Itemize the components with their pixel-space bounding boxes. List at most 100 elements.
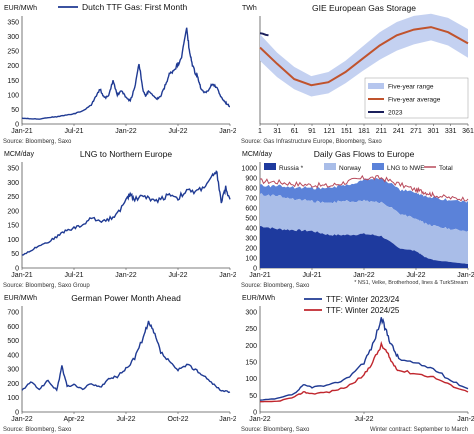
source-note: Source: Gas Infrastructure Europe, Bloom… xyxy=(241,139,382,145)
series-line xyxy=(21,27,230,120)
y-tick-label: 600 xyxy=(7,324,19,331)
legend-label: Norway xyxy=(339,165,362,172)
lng-chart: MCM/day LNG to Northern Europe 0 50 100 150 20… xyxy=(0,146,236,290)
x-tick-label: 211 xyxy=(376,128,387,135)
unit-label: MCM/day xyxy=(4,151,34,158)
y-tick-label: 50 xyxy=(11,251,19,258)
x-tick-label: 301 xyxy=(427,128,439,135)
y-tick-label: 150 xyxy=(7,223,19,230)
unit-label: EUR/MWh xyxy=(4,5,37,12)
x-tick-label: Oct-22 xyxy=(167,416,188,423)
unit-label: EUR/MWh xyxy=(4,295,37,302)
y-tick-label: 200 xyxy=(245,343,257,350)
y-tick-label: 500 xyxy=(7,338,19,345)
y-tick-label: 800 xyxy=(245,186,257,193)
y-tick-label: 350 xyxy=(7,20,19,27)
y-tick-label: 0 xyxy=(15,410,19,417)
series-line xyxy=(21,170,231,256)
x-tick-label: Jan-23 xyxy=(219,416,236,423)
ttf-gas-chart: EUR/MWh 0 50 100 150 200 250 300 350 Jan-21 Jul-21… xyxy=(0,0,236,146)
y-tick-label: 300 xyxy=(245,310,257,317)
source-note: Source: Bloomberg, Saxo xyxy=(241,283,310,289)
chart-title: GIE European Gas Storage xyxy=(312,3,416,13)
source-note: Source: Bloomberg, Saxo xyxy=(241,427,310,433)
legend-swatch xyxy=(264,163,276,170)
y-tick-label: 100 xyxy=(7,395,19,402)
y-tick-label: 350 xyxy=(7,166,19,173)
unit-label: EUR/MWh xyxy=(242,295,275,302)
y-tick-label: 200 xyxy=(245,246,257,253)
y-tick-label: 100 xyxy=(7,237,19,244)
y-tick-label: 200 xyxy=(7,381,19,388)
series-2023-line xyxy=(259,32,269,37)
x-tick-label: 61 xyxy=(291,128,299,135)
lng-area xyxy=(260,177,468,232)
x-tick-label: Jan-21 xyxy=(11,272,33,279)
total-line xyxy=(259,174,469,202)
series-line xyxy=(21,320,231,394)
x-tick-label: Jan-23 xyxy=(219,128,236,135)
y-tick-label: 0 xyxy=(253,410,257,417)
x-tick-label: 121 xyxy=(323,128,335,135)
y-tick-label: 600 xyxy=(245,206,257,213)
x-tick-label: Jan-22 xyxy=(353,272,375,279)
legend-swatch xyxy=(372,163,384,170)
x-tick-label: Jan-23 xyxy=(457,416,474,423)
unit-label: MCM/day xyxy=(242,151,272,158)
legend-swatch xyxy=(368,83,384,89)
x-tick-label: 181 xyxy=(358,128,370,135)
y-tick-label: 300 xyxy=(245,236,257,243)
x-tick-label: Jul-21 xyxy=(64,272,83,279)
german-power-chart: EUR/MWh German Power Month Ahead 0 100 200 30… xyxy=(0,290,236,434)
y-tick-label: 50 xyxy=(249,393,257,400)
x-tick-label: 241 xyxy=(393,128,405,135)
y-tick-label: 200 xyxy=(7,208,19,215)
five-year-range-area xyxy=(260,13,468,97)
x-tick-label: Jul-22 xyxy=(406,272,425,279)
chart-svg: MCM/day Daily Gas Flows to Europe 0 100 200 3… xyxy=(241,149,474,289)
x-tick-label: Jan-22 xyxy=(115,272,137,279)
source-note: Source: Bloomberg, Saxo Group xyxy=(3,283,90,289)
y-tick-label: 300 xyxy=(7,180,19,187)
x-tick-label: 361 xyxy=(462,128,474,135)
ttf-winter-chart: EUR/MWh 0 50 100 150 200 250 300 Jan-22 Jul-22 Jan… xyxy=(238,290,474,434)
y-tick-label: 0 xyxy=(15,122,19,129)
legend-swatch xyxy=(324,163,336,170)
legend-label: TTF: Winter 2023/24 xyxy=(326,295,400,304)
chart-title: German Power Month Ahead xyxy=(71,293,181,303)
x-tick-label: Jan-21 xyxy=(249,272,271,279)
y-tick-label: 200 xyxy=(7,63,19,70)
unit-label: TWh xyxy=(242,5,257,12)
y-tick-label: 250 xyxy=(7,49,19,56)
gas-flows-chart: MCM/day Daily Gas Flows to Europe 0 100 200 3… xyxy=(238,146,474,290)
legend-label: Russia * xyxy=(279,165,304,172)
y-tick-label: 400 xyxy=(7,352,19,359)
y-tick-label: 500 xyxy=(245,216,257,223)
source-note: Source: Bloomberg, Saxo xyxy=(3,139,72,145)
x-tick-label: 31 xyxy=(273,128,281,135)
series-line xyxy=(259,317,469,401)
y-tick-label: 100 xyxy=(245,256,257,263)
chart-svg: MCM/day LNG to Northern Europe 0 50 100 150 20… xyxy=(3,149,236,289)
y-tick-label: 400 xyxy=(245,226,257,233)
x-tick-label: Jul-22 xyxy=(116,416,135,423)
chart-svg: EUR/MWh German Power Month Ahead 0 100 200 30… xyxy=(3,293,236,433)
y-tick-label: 150 xyxy=(245,360,257,367)
x-tick-label: Jan-22 xyxy=(249,416,271,423)
footnote: * NS1, Velke, Brotherhood, lines & TurkS… xyxy=(354,280,468,286)
y-tick-label: 50 xyxy=(11,107,19,114)
y-tick-label: 150 xyxy=(7,78,19,85)
gas-storage-chart: TWh GIE European Gas Storage 1 31 61 91 121 151… xyxy=(238,0,474,146)
russia-area xyxy=(260,226,468,268)
source-note: Source: Bloomberg, Saxo xyxy=(3,427,72,433)
y-tick-label: 300 xyxy=(7,367,19,374)
y-tick-label: 1000 xyxy=(241,166,257,173)
x-tick-label: 1 xyxy=(258,128,262,135)
legend-label: LNG to NWE xyxy=(387,165,425,172)
x-tick-label: Jul-22 xyxy=(168,128,187,135)
y-tick-label: 100 xyxy=(245,376,257,383)
y-tick-label: 900 xyxy=(245,176,257,183)
y-tick-label: 0 xyxy=(15,266,19,273)
x-tick-label: 271 xyxy=(410,128,422,135)
